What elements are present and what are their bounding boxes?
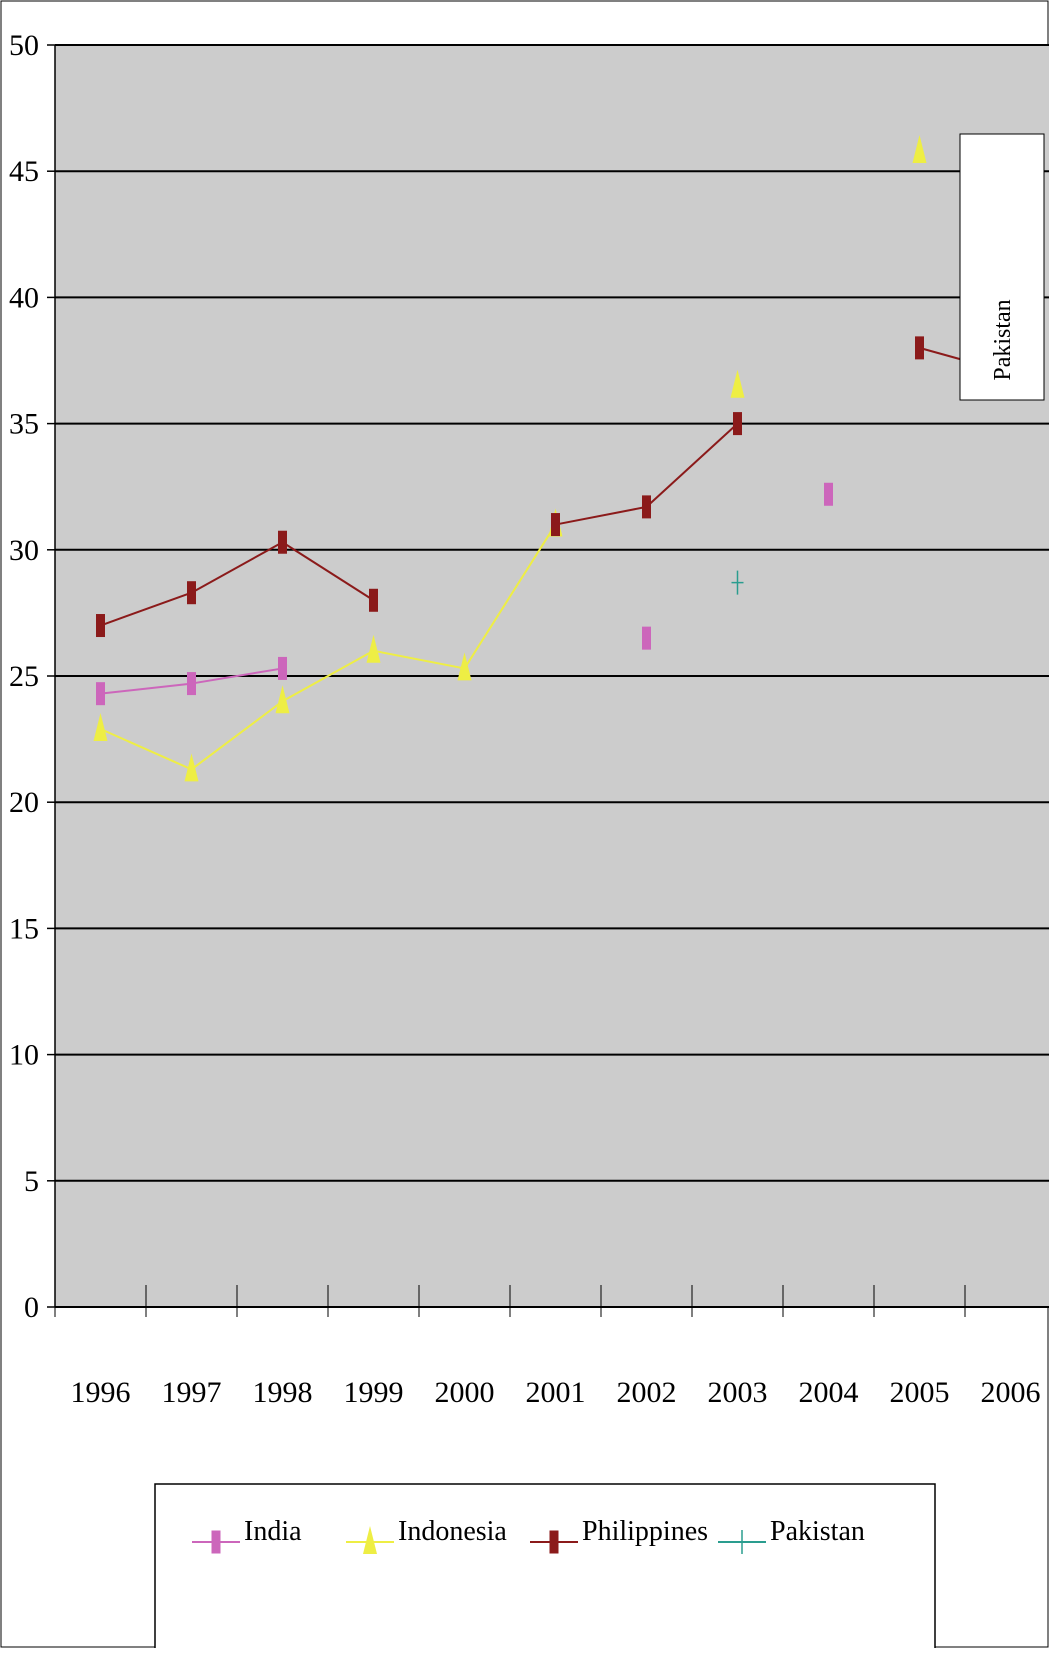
point-india-1998 — [279, 657, 287, 679]
legend-label: Philippines — [582, 1516, 708, 1547]
point-india-1996 — [97, 683, 105, 705]
annotation-box: Pakistan — [960, 134, 1044, 400]
x-tick-label: 2004 — [799, 1376, 859, 1409]
x-tick-label: 2000 — [435, 1376, 495, 1409]
legend-box: India Indonesia Philippines Pakistan — [155, 1484, 935, 1648]
annotations: Pakistan — [960, 134, 1044, 400]
y-tick-label: 25 — [9, 660, 39, 693]
x-tick-label: 2002 — [617, 1376, 677, 1409]
y-tick-label: 45 — [9, 155, 39, 188]
point-philippines-2001 — [552, 514, 560, 536]
x-tick-label: 2003 — [708, 1376, 768, 1409]
annotation-label: Pakistan — [990, 299, 1016, 380]
legend-label: Indonesia — [398, 1516, 507, 1547]
legend-label: India — [244, 1516, 302, 1547]
point-philippines-2003 — [734, 413, 742, 435]
y-tick-label: 35 — [9, 408, 39, 441]
legend-swatch-marker — [550, 1531, 558, 1553]
point-philippines-2005 — [916, 337, 924, 359]
y-tick-label: 15 — [9, 912, 39, 945]
point-india-2002 — [643, 627, 651, 649]
x-tick-label: 2006 — [981, 1376, 1041, 1409]
point-philippines-2002 — [643, 496, 651, 518]
legend-frame — [155, 1484, 935, 1648]
x-tick-label: 1997 — [162, 1376, 222, 1409]
y-tick-label: 30 — [9, 534, 39, 567]
x-tick-label: 1996 — [71, 1376, 131, 1409]
point-india-2004 — [825, 483, 833, 505]
legend: India Indonesia Philippines Pakistan — [155, 1484, 935, 1648]
x-tick-label: 2001 — [526, 1376, 586, 1409]
point-philippines-1997 — [188, 582, 196, 604]
y-tick-label: 0 — [24, 1291, 39, 1324]
y-tick-label: 50 — [9, 29, 39, 62]
y-tick-label: 40 — [9, 281, 39, 314]
legend-swatch-marker — [212, 1531, 220, 1553]
x-tick-label: 1998 — [253, 1376, 313, 1409]
point-philippines-1998 — [279, 531, 287, 553]
y-tick-label: 20 — [9, 786, 39, 819]
legend-label: Pakistan — [770, 1516, 865, 1547]
x-tick-label: 2005 — [890, 1376, 950, 1409]
point-philippines-1996 — [97, 615, 105, 637]
point-india-1997 — [188, 673, 196, 695]
point-philippines-1999 — [370, 589, 378, 611]
y-tick-label: 10 — [9, 1039, 39, 1072]
y-tick-label: 5 — [24, 1165, 39, 1198]
x-tick-label: 1999 — [344, 1376, 404, 1409]
